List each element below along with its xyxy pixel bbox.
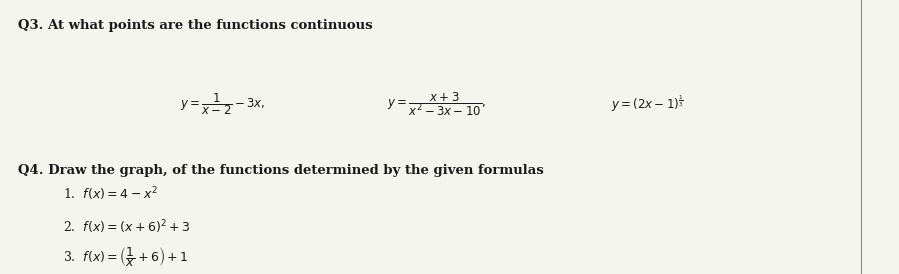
Text: $y = \dfrac{1}{x-2} - 3x,$: $y = \dfrac{1}{x-2} - 3x,$ xyxy=(180,91,265,117)
Text: 3.  $f(x) = \left(\dfrac{1}{x}+6\right)+1$: 3. $f(x) = \left(\dfrac{1}{x}+6\right)+1… xyxy=(63,245,189,269)
Text: Q3. At what points are the functions continuous: Q3. At what points are the functions con… xyxy=(18,19,372,32)
Text: $y = \dfrac{x+3}{x^2-3x-10},$: $y = \dfrac{x+3}{x^2-3x-10},$ xyxy=(387,90,485,118)
Text: 1.  $f(x) = 4 - x^2$: 1. $f(x) = 4 - x^2$ xyxy=(63,185,157,203)
Text: $y = (2x-1)^{\frac{1}{3}}$: $y = (2x-1)^{\frac{1}{3}}$ xyxy=(611,94,684,114)
Text: Q4. Draw the graph, of the functions determined by the given formulas: Q4. Draw the graph, of the functions det… xyxy=(18,164,544,177)
Text: 2.  $f(x) = (x+6)^2 + 3$: 2. $f(x) = (x+6)^2 + 3$ xyxy=(63,218,191,236)
